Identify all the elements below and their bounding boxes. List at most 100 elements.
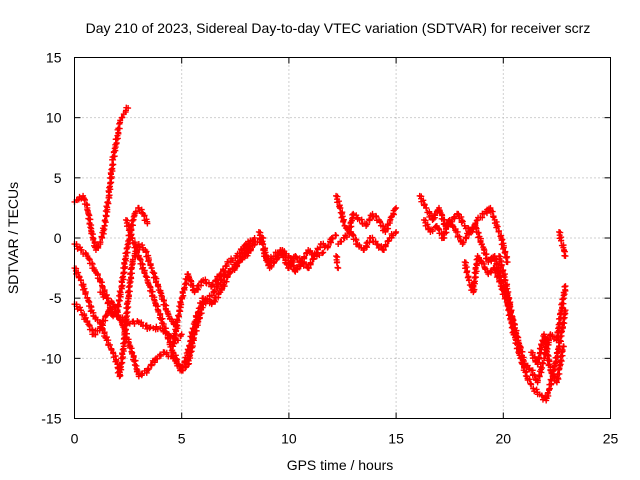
data-point (171, 340, 178, 347)
data-point (146, 256, 153, 263)
data-point (239, 256, 246, 263)
data-point (126, 226, 133, 233)
data-point (374, 241, 381, 248)
data-points (71, 104, 569, 404)
x-tick-label: 20 (496, 431, 512, 447)
data-point (544, 390, 551, 397)
data-point (301, 254, 308, 261)
data-point (247, 237, 254, 244)
data-point (555, 376, 562, 383)
data-point (373, 241, 380, 248)
data-point (84, 206, 91, 213)
data-point (179, 363, 186, 370)
data-point (205, 279, 212, 286)
data-point (131, 320, 138, 327)
data-point (538, 392, 545, 399)
data-point (153, 278, 160, 285)
data-point (144, 279, 151, 286)
data-point (392, 206, 399, 213)
data-point (123, 301, 130, 308)
data-point (128, 275, 135, 282)
data-point (175, 361, 182, 368)
data-point (494, 273, 501, 280)
data-point (82, 290, 89, 297)
data-point (172, 357, 179, 364)
data-point (75, 269, 82, 276)
data-point (258, 234, 265, 241)
y-tick-label: -5 (49, 290, 62, 306)
data-point (555, 333, 562, 340)
data-point (500, 244, 507, 251)
data-point (465, 277, 472, 284)
data-point (78, 307, 85, 314)
data-point (263, 257, 270, 264)
data-point (211, 287, 218, 294)
data-point (157, 352, 164, 359)
data-point (420, 197, 427, 204)
data-point (87, 216, 94, 223)
chart-title: Day 210 of 2023, Sidereal Day-to-day VTE… (86, 20, 591, 36)
data-point (78, 246, 85, 253)
data-point (558, 237, 565, 244)
data-point (320, 249, 327, 256)
data-point (220, 267, 227, 274)
data-point (501, 249, 508, 256)
data-point (460, 239, 467, 246)
data-point (429, 228, 436, 235)
data-point (298, 259, 305, 266)
data-point (144, 220, 151, 227)
data-point (562, 283, 569, 290)
data-point (145, 366, 152, 373)
data-point (559, 296, 566, 303)
data-point (218, 285, 225, 292)
data-point (179, 290, 186, 297)
data-point (307, 247, 314, 254)
data-point (543, 347, 550, 354)
data-point (106, 184, 113, 191)
data-point (504, 290, 511, 297)
data-point (212, 277, 219, 284)
data-point (539, 364, 546, 371)
data-point (125, 105, 132, 112)
data-point (81, 285, 88, 292)
data-point (117, 364, 124, 371)
data-point (520, 356, 527, 363)
data-point (175, 312, 182, 319)
data-point (546, 361, 553, 368)
data-point (293, 253, 300, 260)
data-point (129, 235, 136, 242)
x-tick-label: 15 (388, 431, 404, 447)
data-point (154, 282, 161, 289)
data-point (185, 273, 192, 280)
data-point (512, 329, 519, 336)
data-point (498, 262, 505, 269)
data-point (458, 219, 465, 226)
data-point (178, 331, 185, 338)
data-point (138, 319, 145, 326)
data-point (160, 321, 167, 328)
data-point (514, 334, 521, 341)
data-point (534, 377, 541, 384)
data-point (467, 229, 474, 236)
data-point (108, 306, 115, 313)
data-point (115, 130, 122, 137)
data-point (76, 274, 83, 281)
data-point (559, 305, 566, 312)
data-point (148, 361, 155, 368)
data-point (530, 385, 537, 392)
data-point (340, 218, 347, 225)
data-point (125, 338, 132, 345)
data-point (494, 223, 501, 230)
data-point (170, 339, 177, 346)
data-point (387, 214, 394, 221)
data-point (366, 216, 373, 223)
data-point (432, 212, 439, 219)
data-point (181, 285, 188, 292)
data-point (125, 221, 132, 228)
data-point (104, 295, 111, 302)
data-point (125, 304, 132, 311)
data-point (130, 213, 137, 220)
x-tick-label: 5 (178, 431, 186, 447)
data-point (208, 292, 215, 299)
data-point (247, 246, 254, 253)
